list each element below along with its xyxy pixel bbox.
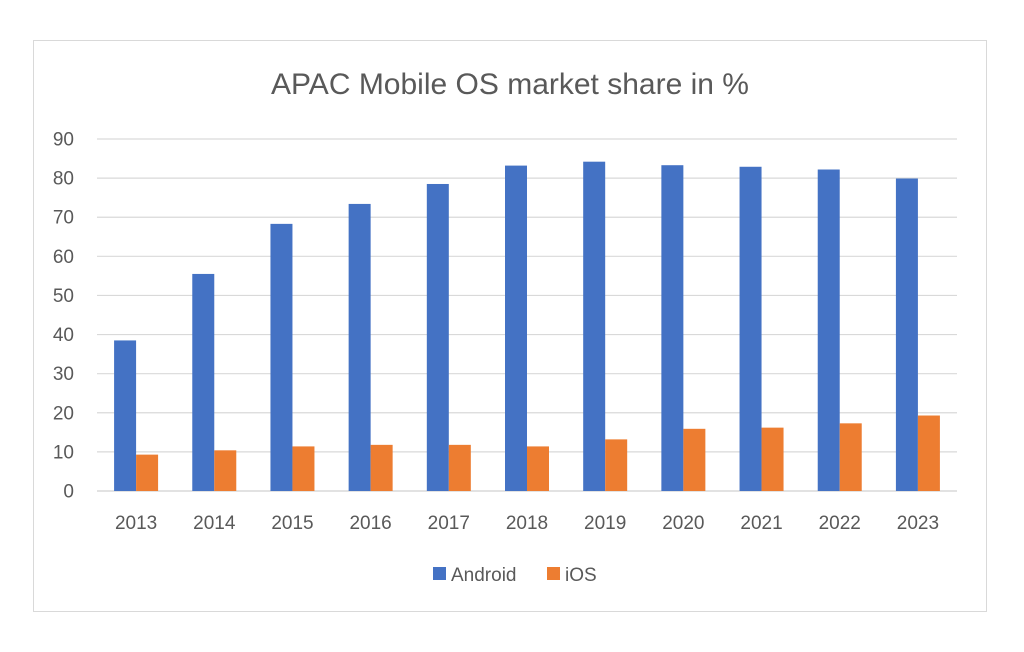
x-tick-label: 2016 <box>349 513 391 534</box>
bar-android-2022 <box>817 169 840 492</box>
x-tick-label: 2020 <box>662 513 704 534</box>
bar-android-2019 <box>583 161 606 491</box>
bar-android-2020 <box>661 165 684 491</box>
bar-android-2017 <box>426 183 449 491</box>
bar-ios-2019 <box>605 439 628 491</box>
y-tick-label: 50 <box>53 286 74 307</box>
x-tick-label: 2014 <box>193 513 236 534</box>
y-tick-label: 90 <box>53 130 74 151</box>
bar-ios-2018 <box>527 446 549 491</box>
x-tick-label: 2013 <box>115 513 157 534</box>
bar-ios-2023 <box>917 415 940 491</box>
x-tick-label: 2022 <box>819 513 861 534</box>
bar-ios-2020 <box>683 428 706 491</box>
legend: Android iOS <box>433 565 597 586</box>
bar-android-2016 <box>348 203 371 491</box>
x-tick-label: 2021 <box>740 513 782 534</box>
bar-ios-2022 <box>839 423 862 491</box>
legend-swatch <box>547 567 560 580</box>
x-axis-ticks: 2013 2014 2015 2016 2017 2018 2019 2020 2021 2022… <box>115 513 939 534</box>
y-tick-label: 60 <box>53 247 74 268</box>
legend-item-android: Android <box>433 565 517 586</box>
legend-label: Android <box>451 565 517 586</box>
y-tick-label: 40 <box>53 325 74 346</box>
y-tick-label: 0 <box>63 482 74 503</box>
y-tick-label: 80 <box>53 169 74 190</box>
chart-title: APAC Mobile OS market share in % <box>271 68 749 101</box>
legend-swatch <box>433 567 446 580</box>
bar-ios-2014 <box>214 450 237 491</box>
y-tick-label: 20 <box>53 403 74 424</box>
bar-android-2023 <box>895 178 918 491</box>
bar-ios-2017 <box>448 444 471 491</box>
bar-ios-2013 <box>136 454 159 491</box>
bar-android-2021 <box>739 166 762 491</box>
x-tick-label: 2018 <box>506 513 548 534</box>
bar-ios-2015 <box>292 446 315 491</box>
y-tick-label: 70 <box>53 208 74 229</box>
x-tick-label: 2023 <box>897 513 939 534</box>
x-tick-label: 2017 <box>428 513 470 534</box>
bar-android-2013 <box>114 340 137 491</box>
bar-android-2018 <box>505 165 527 491</box>
y-tick-label: 30 <box>53 364 74 385</box>
bar-android-2014 <box>192 273 215 491</box>
y-tick-label: 10 <box>53 442 74 463</box>
bar-ios-2016 <box>370 444 393 491</box>
bar-ios-2021 <box>761 427 784 491</box>
bars <box>114 161 940 492</box>
bar-android-2015 <box>270 223 293 492</box>
x-tick-label: 2019 <box>584 513 626 534</box>
y-axis-ticks: 0 10 20 30 40 50 60 70 80 90 <box>53 130 74 503</box>
x-tick-label: 2015 <box>271 513 313 534</box>
legend-label: iOS <box>565 565 597 586</box>
legend-item-ios: iOS <box>547 565 597 586</box>
